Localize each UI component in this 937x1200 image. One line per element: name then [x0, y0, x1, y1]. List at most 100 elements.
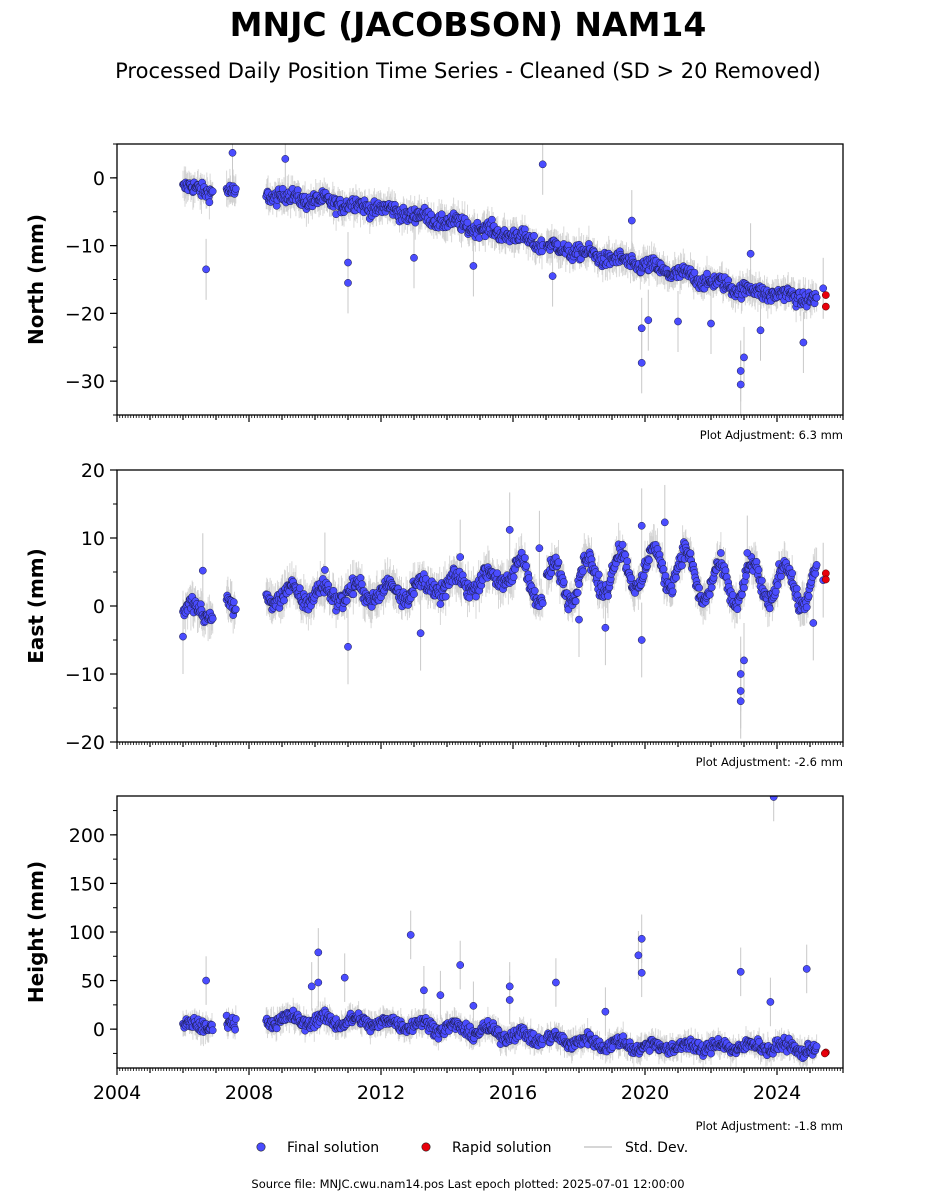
outlier-point — [505, 525, 514, 534]
north-panel: 0 −10 −20 −30 North (mm) Plot Adjustment: 6.3… — [24, 143, 844, 442]
final-point — [295, 584, 304, 592]
final-point — [554, 558, 563, 567]
height-plot-area — [179, 796, 830, 1068]
final-point — [690, 268, 699, 277]
final-point — [812, 293, 821, 302]
final-point — [594, 570, 603, 579]
final-point — [356, 574, 365, 582]
final-point — [802, 603, 811, 612]
rapid-point — [821, 302, 830, 311]
final-point — [573, 588, 582, 597]
outlier-point — [660, 518, 669, 527]
outlier-point — [535, 544, 544, 553]
outlier-point — [344, 642, 352, 651]
final-point — [686, 549, 695, 558]
final-point — [436, 600, 445, 608]
y-tick-label: −10 — [65, 236, 105, 258]
final-point — [754, 566, 763, 574]
final-point — [410, 590, 418, 598]
outlier-point — [344, 279, 352, 287]
outlier-point — [469, 262, 478, 270]
final-point — [441, 592, 450, 601]
final-point — [522, 562, 531, 570]
outlier-point — [179, 632, 187, 641]
final-point — [488, 215, 496, 224]
final-point — [695, 583, 703, 592]
east-plot-area — [179, 484, 830, 739]
final-point — [618, 540, 627, 549]
rapid-point — [821, 291, 830, 299]
final-point — [773, 581, 782, 590]
outlier-point — [228, 148, 237, 157]
outlier-point — [627, 216, 636, 225]
final-point — [493, 569, 502, 578]
final-point — [738, 590, 746, 599]
final-point — [530, 231, 538, 240]
outlier-point — [819, 284, 828, 293]
final-point — [231, 605, 240, 614]
final-point — [804, 592, 813, 600]
final-point — [812, 561, 821, 569]
outlier-point — [740, 656, 748, 665]
final-point — [678, 561, 686, 570]
outlier-point — [746, 249, 755, 258]
final-point — [623, 557, 632, 565]
outlier-point — [281, 155, 290, 163]
outlier-point — [410, 253, 418, 262]
outlier-point — [456, 553, 465, 561]
final-point — [465, 593, 474, 602]
figure-title: MNJC (JACOBSON) NAM14 — [230, 5, 707, 44]
east-panel: 20 10 0 −10 −20 East (mm) Plot Adjustment: -2.… — [24, 460, 844, 769]
outlier-point — [756, 326, 765, 335]
outlier-point — [538, 160, 547, 169]
final-point — [575, 580, 583, 589]
final-point — [604, 592, 612, 600]
outlier-point — [799, 338, 808, 347]
final-point — [208, 187, 217, 196]
final-point — [579, 567, 587, 576]
outlier-point — [202, 265, 210, 274]
east-final-points — [179, 518, 828, 706]
final-point — [645, 556, 653, 565]
figure-subtitle: Processed Daily Position Time Series - C… — [115, 59, 821, 83]
final-point — [672, 573, 680, 582]
outlier-point — [575, 615, 583, 624]
final-point — [231, 184, 240, 193]
east-std-bars — [182, 484, 824, 739]
y-tick-label: 20 — [81, 460, 105, 482]
outlier-point — [321, 566, 329, 574]
final-point — [757, 576, 766, 585]
final-point — [509, 573, 518, 581]
final-point — [571, 597, 580, 606]
final-point — [777, 572, 785, 581]
outlier-point — [736, 687, 745, 695]
outlier-point — [740, 353, 748, 362]
final-point — [205, 198, 214, 207]
north-y-axis-label: North (mm) — [24, 214, 48, 345]
final-point — [765, 604, 774, 613]
outlier-point — [736, 367, 745, 375]
final-point — [538, 599, 547, 608]
north-std-bars — [182, 144, 824, 415]
final-point — [659, 565, 668, 573]
y-tick-label: −30 — [65, 371, 105, 393]
final-point — [705, 590, 714, 599]
final-point — [342, 596, 351, 605]
outlier-point — [644, 316, 653, 324]
final-point — [792, 584, 801, 593]
outlier-point — [601, 623, 610, 632]
y-tick-label: 0 — [93, 168, 105, 190]
final-point — [280, 596, 288, 605]
final-point — [707, 583, 716, 592]
north-plot-area — [179, 144, 830, 415]
y-tick-label: −20 — [65, 732, 105, 754]
north-final-points — [179, 148, 828, 389]
outlier-point — [809, 619, 818, 627]
final-point — [521, 554, 529, 562]
final-point — [771, 587, 780, 596]
outlier-point — [637, 358, 646, 367]
outlier-point — [674, 317, 682, 326]
final-point — [740, 583, 748, 592]
